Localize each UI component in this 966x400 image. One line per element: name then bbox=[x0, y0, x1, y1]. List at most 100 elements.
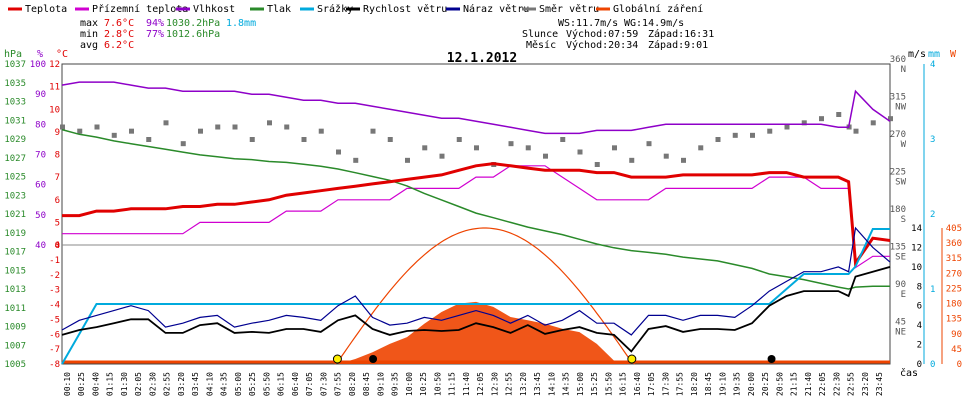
time-tick-label: 01:30 bbox=[120, 372, 129, 396]
stats-temp-min: 2.8°C bbox=[104, 29, 134, 40]
temp-lower-tick-label: -3 bbox=[49, 286, 60, 296]
chart-title: 12.1.2012 bbox=[447, 51, 517, 66]
wind-direction-point bbox=[698, 145, 704, 151]
moon-rise: Východ:20:34 bbox=[566, 39, 638, 51]
wind-gust-line bbox=[61, 226, 891, 336]
time-tick-label: 12:05 bbox=[476, 372, 485, 396]
sun-rise: Východ:07:59 bbox=[566, 28, 638, 40]
wind-summary-ws: WS:11.7m/s bbox=[558, 18, 618, 29]
stats-min-label: min bbox=[80, 29, 98, 40]
wind-direction-point bbox=[318, 128, 324, 134]
time-tick-label: 04:10 bbox=[205, 372, 214, 396]
wind-direction-point bbox=[180, 141, 186, 147]
direction-tick-label: 45 bbox=[895, 318, 906, 328]
time-tick-label: 15:50 bbox=[604, 372, 613, 396]
wind-direction-point bbox=[732, 132, 738, 138]
time-tick-label: 23:20 bbox=[861, 372, 870, 396]
rain-tick-label: 0 bbox=[930, 360, 935, 370]
wind-direction-point bbox=[370, 128, 376, 134]
legend-label: Rychlost větru bbox=[363, 3, 447, 15]
wind-direction-point bbox=[129, 128, 134, 134]
wind-direction-point bbox=[560, 137, 566, 142]
pressure-tick-label: 1037 bbox=[4, 60, 26, 70]
time-tick-label: 02:55 bbox=[163, 372, 172, 396]
temp-lower-tick-label: 0 bbox=[55, 241, 60, 251]
legend-label: Teplota bbox=[25, 4, 67, 15]
wind-direction-point bbox=[594, 162, 600, 167]
wind-direction-point bbox=[301, 137, 307, 142]
markers bbox=[332, 354, 776, 364]
sun-label: Slunce bbox=[522, 29, 558, 40]
wind-direction-point bbox=[215, 124, 221, 130]
wind-tick-label: 2 bbox=[917, 341, 922, 351]
time-tick-label: 05:00 bbox=[234, 372, 243, 396]
humidity-tick-label: 50 bbox=[35, 211, 46, 221]
wind-direction-point bbox=[543, 153, 548, 159]
pressure-tick-label: 1011 bbox=[4, 304, 26, 314]
wind-tick-label: 4 bbox=[917, 321, 922, 331]
unit-hpa: hPa bbox=[4, 49, 22, 60]
wind-direction-point bbox=[249, 137, 255, 142]
wind-direction-point bbox=[198, 128, 203, 134]
time-tick-label: 12:55 bbox=[505, 372, 514, 396]
wind-direction-point bbox=[888, 116, 893, 122]
moon-set: Západ:9:01 bbox=[648, 39, 708, 51]
wind-direction-point bbox=[77, 128, 83, 134]
time-tick-label: 01:15 bbox=[106, 372, 115, 396]
time-tick-label: 10:00 bbox=[405, 372, 414, 396]
legend-label: Náraz větru bbox=[463, 3, 529, 15]
rain-tick-label: 2 bbox=[930, 210, 935, 220]
sunset-marker bbox=[627, 354, 637, 364]
time-tick-label: 08:45 bbox=[362, 372, 371, 396]
time-tick-label: 21:15 bbox=[790, 372, 799, 396]
wind-tick-label: 8 bbox=[917, 282, 922, 292]
unit-pct: % bbox=[37, 49, 43, 60]
legend-label: Směr větru bbox=[539, 3, 599, 15]
wind-tick-label: 6 bbox=[917, 302, 922, 312]
wind-direction-point bbox=[870, 120, 876, 126]
wind-direction-point bbox=[232, 124, 238, 130]
pressure-tick-label: 1031 bbox=[4, 116, 26, 126]
pressure-tick-label: 1023 bbox=[4, 191, 26, 201]
time-tick-label: 05:50 bbox=[262, 372, 271, 396]
temperature-line bbox=[62, 162, 891, 268]
direction-compass-label: W bbox=[901, 140, 907, 150]
wind-direction-point bbox=[801, 120, 807, 126]
legend: Teplota Přízemní teplota Vlhkost Tlak Srážky… bbox=[8, 3, 703, 15]
sunrise-marker bbox=[332, 354, 342, 364]
wind-direction-point bbox=[336, 149, 341, 155]
time-tick-label: 15:25 bbox=[590, 372, 599, 396]
direction-compass-label: NE bbox=[895, 328, 906, 338]
pressure-tick-label: 1027 bbox=[4, 154, 26, 164]
humidity-line bbox=[61, 81, 891, 135]
pressure-tick-label: 1009 bbox=[4, 323, 26, 333]
legend-label: Tlak bbox=[267, 4, 291, 15]
wind-direction-point bbox=[439, 153, 445, 159]
time-tick-label: 17:55 bbox=[676, 372, 685, 396]
wind-speed-line bbox=[61, 266, 891, 353]
sun-set: Západ:16:31 bbox=[648, 28, 714, 40]
pressure-tick-label: 1017 bbox=[4, 248, 26, 258]
wind-direction-point bbox=[750, 132, 755, 138]
legend-label: Vlhkost bbox=[193, 4, 235, 15]
astro-block: WS:11.7m/s WG:14.9m/s Slunce Východ:07:5… bbox=[522, 18, 714, 51]
series-layer bbox=[60, 81, 893, 365]
wind-direction-point bbox=[111, 132, 117, 138]
radiation-tick-label: 225 bbox=[946, 284, 962, 294]
pressure-tick-label: 1015 bbox=[4, 266, 26, 276]
temp-lower-tick-label: -1 bbox=[49, 256, 60, 266]
pressure-tick-label: 1025 bbox=[4, 173, 26, 183]
direction-compass-label: E bbox=[901, 290, 906, 300]
direction-tick-label: 90 bbox=[895, 280, 906, 290]
wind-direction-point bbox=[784, 124, 790, 130]
pressure-tick-label: 1019 bbox=[4, 229, 26, 239]
wind-direction-point bbox=[267, 120, 272, 126]
direction-compass-label: NW bbox=[895, 103, 906, 113]
temp-lower-tick-label: -6 bbox=[49, 330, 60, 340]
temp-upper-tick-label: 7 bbox=[55, 173, 60, 183]
stats-avg-label: avg bbox=[80, 40, 98, 51]
unit-mm: mm bbox=[928, 49, 940, 60]
time-tick-label: 00:40 bbox=[91, 372, 100, 396]
time-tick-label: 14:10 bbox=[547, 372, 556, 396]
time-tick-label: 22:30 bbox=[832, 372, 841, 396]
